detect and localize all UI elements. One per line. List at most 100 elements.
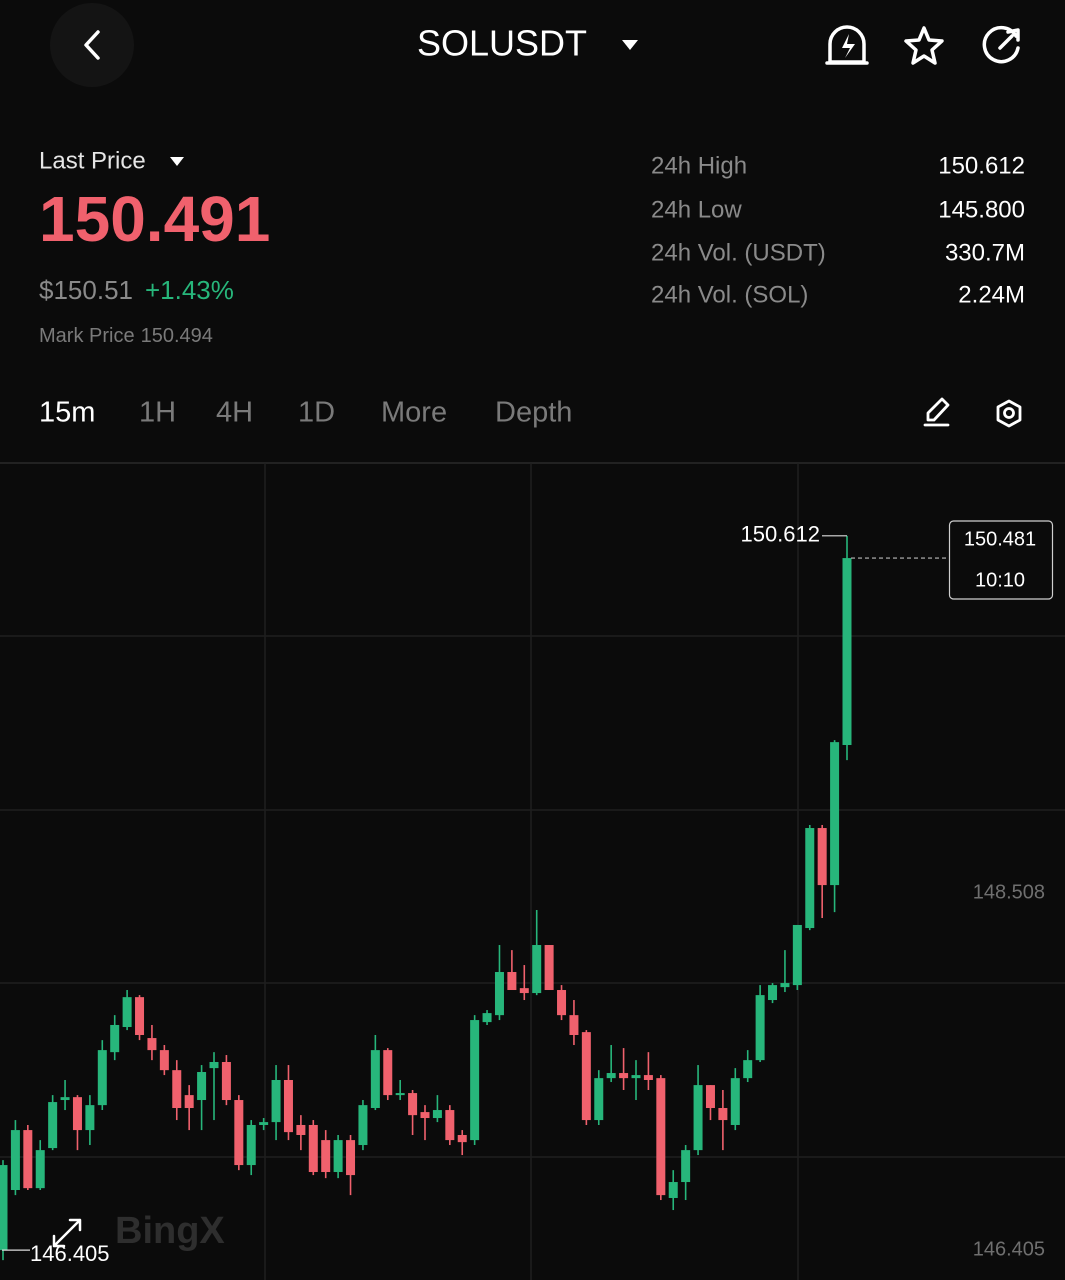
symbol-caret: [622, 40, 638, 50]
candle-body: [606, 1073, 616, 1079]
candle-body: [383, 1050, 393, 1096]
candle-body: [35, 1150, 45, 1189]
candle-body: [581, 1032, 591, 1121]
timeframe-tab[interactable]: 1D: [298, 397, 335, 429]
candle-body: [519, 988, 529, 994]
mark-price: Mark Price 150.494: [39, 325, 213, 347]
candle-body: [420, 1112, 430, 1119]
stats: 24h High 150.612 24h Low 145.800 24h Vol. (U…: [651, 152, 1025, 308]
candle-body: [681, 1150, 691, 1183]
candle-body: [259, 1122, 269, 1125]
last-price-caret[interactable]: [170, 157, 184, 166]
candle-body: [705, 1085, 715, 1109]
candle-body: [817, 828, 827, 886]
draw-tool-icon[interactable]: [923, 397, 950, 427]
candle-body: [184, 1095, 194, 1109]
high-marker-label: 150.612: [740, 522, 820, 547]
candle-body: [358, 1105, 368, 1146]
candle-body: [333, 1140, 343, 1173]
fullscreen-icon[interactable]: [52, 1218, 82, 1248]
candle-body: [842, 558, 852, 746]
favorite-icon[interactable]: [904, 26, 944, 65]
candle-body: [296, 1124, 306, 1136]
stat-label: 24h High: [651, 152, 747, 179]
candle-body: [110, 1024, 120, 1053]
candle-body: [346, 1140, 356, 1176]
candle-body: [730, 1078, 740, 1125]
candle-body: [321, 1140, 331, 1173]
mark-price-label: Mark Price: [39, 325, 135, 347]
timeframe-tab[interactable]: Depth: [495, 397, 572, 429]
stat-value: 145.800: [938, 196, 1025, 223]
last-price-time: 10:10: [975, 569, 1025, 591]
last-price-label: Last Price: [39, 147, 146, 174]
candle-body: [97, 1050, 107, 1106]
candle-body: [693, 1085, 703, 1151]
timeframe-tab[interactable]: More: [381, 397, 447, 429]
candle-body: [668, 1182, 678, 1198]
timeframe-tab[interactable]: 15m: [39, 397, 95, 429]
candle-body: [557, 990, 567, 1016]
candle-body: [755, 995, 765, 1061]
candle-body: [792, 924, 802, 986]
candle-body: [122, 997, 132, 1028]
candle-body: [408, 1093, 418, 1116]
alert-icon[interactable]: [825, 25, 869, 65]
candle-body: [370, 1050, 380, 1109]
candle-body: [10, 1130, 20, 1191]
candle-body: [197, 1072, 207, 1101]
timeframe-tabs: 15m 1H 4H 1D More Depth: [39, 397, 572, 429]
candle-body: [234, 1100, 244, 1166]
candle-body: [594, 1078, 604, 1121]
y-tick-label: 146.405: [973, 1238, 1045, 1260]
back-button[interactable]: [50, 3, 134, 87]
usd-price: $150.51: [39, 275, 133, 305]
candle-body: [221, 1061, 231, 1101]
candles: 148.508 146.405 150.612 146.405 150.481 10:10: [0, 520, 1054, 1266]
settings-icon[interactable]: [996, 399, 1022, 428]
price-sub: $150.51 +1.43%: [39, 275, 234, 305]
candle-body: [643, 1075, 653, 1080]
last-price-value: 150.481: [964, 528, 1036, 550]
candle-body: [0, 1165, 8, 1251]
mark-price-value: 150.494: [141, 325, 213, 347]
candle-body: [470, 1020, 480, 1141]
candle-body: [48, 1102, 58, 1149]
candle-body: [60, 1097, 70, 1101]
candle-body: [246, 1124, 256, 1166]
stat-value: 150.612: [938, 152, 1025, 179]
low-marker-label: 146.405: [30, 1241, 110, 1266]
candle-body: [271, 1079, 281, 1123]
timeframe-tab[interactable]: 1H: [139, 397, 176, 429]
back-icon: [84, 30, 100, 60]
candle-body: [656, 1078, 666, 1196]
candle-body: [85, 1105, 95, 1131]
candle-body: [432, 1110, 442, 1119]
candle-body: [159, 1050, 169, 1071]
candle-body: [457, 1135, 467, 1143]
candle-body: [830, 742, 840, 886]
last-price: 150.491: [39, 183, 270, 255]
candle-body: [135, 997, 145, 1036]
candle-body: [507, 972, 517, 991]
stat-value: 2.24M: [958, 281, 1025, 308]
candle-body: [768, 985, 778, 1001]
candle-body: [569, 1015, 579, 1036]
share-icon[interactable]: [982, 25, 1020, 64]
symbol-title[interactable]: SOLUSDT: [417, 23, 587, 64]
candle-body: [780, 983, 790, 988]
stat-label: 24h Vol. (USDT): [651, 239, 826, 266]
timeframe-tab[interactable]: 4H: [216, 397, 253, 429]
candle-body: [308, 1124, 318, 1173]
candle-body: [631, 1075, 641, 1079]
stat-label: 24h Vol. (SOL): [651, 281, 808, 308]
candle-body: [445, 1110, 455, 1141]
candle-body: [482, 1013, 492, 1023]
candle-body: [172, 1070, 182, 1109]
last-price-box: [948, 520, 1054, 600]
stat-label: 24h Low: [651, 196, 742, 223]
candle-body: [72, 1097, 82, 1131]
y-tick-label: 148.508: [973, 881, 1045, 903]
